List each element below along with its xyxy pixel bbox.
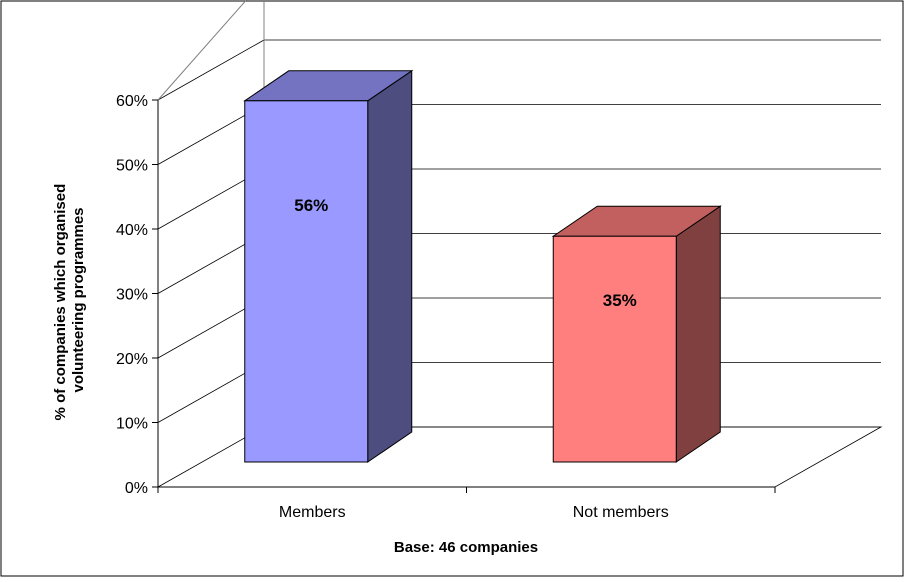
y-axis-title-line-1: % of companies which organised <box>52 184 69 421</box>
y-tick-label: 0% <box>125 480 148 497</box>
bar-front-face <box>244 100 369 463</box>
y-tick-label: 50% <box>116 158 148 175</box>
bar-side-face <box>367 69 413 463</box>
y-tick-label: 20% <box>116 351 148 368</box>
bars-layer <box>243 69 722 463</box>
y-tick-label: 60% <box>116 93 148 110</box>
axis-layer <box>152 0 883 493</box>
grid-line-diagonal <box>157 39 265 101</box>
y-axis-title: % of companies which organised volunteer… <box>52 180 87 421</box>
y-tick-label: 30% <box>116 287 148 304</box>
x-tick-label: Members <box>279 504 346 521</box>
x-tick-label: Not members <box>573 504 669 521</box>
x-axis-title: Base: 46 companies <box>394 539 538 556</box>
bar-members <box>243 69 414 463</box>
bar-side-face <box>675 205 721 463</box>
bar-front-face <box>552 235 677 463</box>
left-wall-top-edge <box>157 0 248 101</box>
bar-data-label: 56% <box>294 196 328 215</box>
y-axis-title-line-2: volunteering programmes <box>70 207 87 392</box>
bar-data-label: 35% <box>603 291 637 310</box>
y-tick-label: 10% <box>116 416 148 433</box>
labels-layer: 0% 10% 20% 30% 40% 50% 60% 56% Members 35% Not mem… <box>116 93 669 521</box>
bar-not-members <box>551 205 722 463</box>
y-tick-label: 40% <box>116 222 148 239</box>
